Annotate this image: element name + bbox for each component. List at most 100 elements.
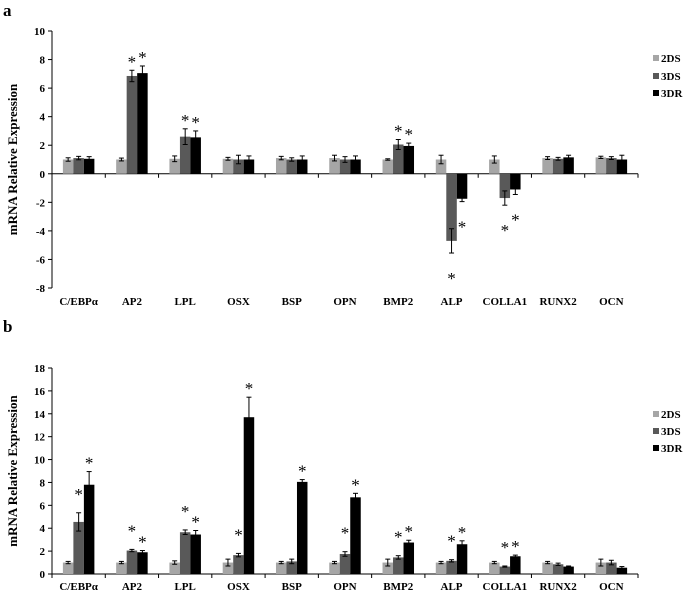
bar-3ds	[606, 158, 617, 174]
bar-2ds	[489, 562, 500, 574]
bar-2ds	[329, 562, 340, 574]
significance-star: *	[511, 537, 520, 556]
bar-3dr	[456, 544, 468, 574]
x-tick-label: ALP	[441, 581, 463, 593]
bar-2ds	[542, 158, 553, 174]
y-tick-label: -4	[36, 226, 46, 238]
bar-2ds	[435, 562, 447, 574]
x-tick-label: OPN	[333, 296, 356, 308]
significance-star: *	[511, 210, 520, 229]
bar-3ds	[286, 561, 297, 574]
bar-2ds	[116, 159, 127, 174]
significance-star: *	[458, 523, 467, 542]
x-tick-label: ALP	[441, 296, 463, 308]
legend-label-3dr: 3DR	[661, 443, 683, 455]
bar-3ds	[233, 159, 244, 174]
y-tick-label: 0	[40, 569, 46, 581]
y-tick-label: 16	[34, 386, 46, 398]
x-tick-label: COLLA1	[483, 581, 528, 593]
bar-2ds	[382, 159, 394, 174]
y-tick-label: 12	[34, 432, 46, 444]
legend-label-3ds: 3DS	[661, 71, 681, 83]
significance-star: *	[341, 524, 350, 543]
x-tick-label: C/EBPα	[59, 581, 98, 593]
bar-2ds	[169, 158, 180, 174]
x-tick-label: LPL	[174, 581, 195, 593]
x-tick-label: AP2	[122, 296, 143, 308]
significance-star: *	[245, 379, 254, 398]
y-tick-label: 4	[40, 523, 46, 535]
significance-star: *	[128, 52, 137, 71]
significance-star: *	[394, 528, 403, 547]
bar-3ds	[179, 136, 191, 174]
x-tick-label: BMP2	[383, 296, 413, 308]
bar-2ds	[62, 562, 74, 574]
bar-3dr	[83, 484, 95, 574]
bar-2ds	[222, 562, 234, 574]
y-tick-label: 10	[34, 26, 46, 38]
bar-2ds	[435, 159, 447, 174]
bar-3dr	[510, 556, 521, 574]
bar-3ds	[73, 521, 84, 574]
bar-3ds	[552, 564, 564, 574]
bar-3dr	[403, 145, 415, 174]
y-axis-label: mRNA Relative Expression	[5, 395, 20, 547]
x-tick-label: RUNX2	[539, 296, 577, 308]
bar-3ds	[339, 159, 351, 174]
y-tick-label: 10	[34, 455, 46, 467]
significance-star: *	[85, 454, 94, 473]
legend-swatch-2ds	[653, 411, 659, 417]
bar-3dr	[243, 159, 255, 174]
y-tick-label: 14	[34, 409, 46, 421]
x-tick-label: COLLA1	[483, 296, 528, 308]
x-tick-label: AP2	[122, 581, 143, 593]
x-tick-label: BMP2	[383, 581, 413, 593]
legend-label-2ds: 2DS	[661, 53, 681, 65]
x-tick-label: BSP	[282, 296, 302, 308]
panel-a: a mRNA Relative Expression -8 -6 -4 -2 0 2 4 6 8 10…	[3, 1, 683, 308]
significance-star: *	[405, 522, 414, 541]
x-tick-label: OCN	[599, 581, 624, 593]
bar-2ds	[489, 159, 500, 174]
bar-3dr	[243, 417, 255, 574]
bar-3ds	[499, 566, 511, 574]
bar-2ds	[595, 157, 607, 174]
bar-3ds	[606, 562, 617, 574]
y-tick-label: -8	[36, 283, 46, 295]
bar-3ds	[286, 159, 297, 174]
y-tick-label: -2	[36, 197, 46, 209]
y-tick-label: 18	[34, 363, 46, 375]
bar-3dr	[83, 158, 95, 174]
x-tick-label: OCN	[599, 296, 624, 308]
significance-star: *	[447, 532, 456, 551]
panel-b: b mRNA Relative Expression 0 2 4 6 8 10 12 14 16 18…	[3, 317, 683, 593]
bar-3dr	[616, 159, 628, 174]
bar-3ds	[126, 75, 138, 174]
y-tick-label: 6	[40, 500, 46, 512]
y-tick-label: 8	[40, 477, 46, 489]
bar-3dr	[350, 497, 361, 574]
legend-label-2ds: 2DS	[661, 409, 681, 421]
y-tick-label: 2	[40, 546, 46, 558]
legend-swatch-3dr	[653, 445, 659, 451]
legend-swatch-3dr	[653, 90, 659, 96]
y-tick-label: 2	[40, 140, 46, 152]
x-tick-label: BSP	[282, 581, 302, 593]
y-tick-label: -6	[36, 254, 46, 266]
bar-2ds	[275, 562, 287, 574]
bar-3dr	[403, 542, 415, 574]
x-tick-label: LPL	[174, 296, 195, 308]
bar-3dr	[563, 157, 574, 174]
legend-swatch-3ds	[653, 73, 659, 79]
significance-star: *	[298, 462, 307, 481]
significance-star: *	[191, 113, 200, 132]
significance-star: *	[234, 525, 243, 544]
y-tick-label: 6	[40, 83, 46, 95]
bar-3dr	[190, 534, 201, 574]
bar-2ds	[595, 562, 607, 574]
significance-star: *	[138, 533, 147, 552]
y-tick-label: 0	[40, 169, 46, 181]
x-tick-label: OPN	[333, 581, 356, 593]
bar-3ds	[393, 144, 404, 174]
